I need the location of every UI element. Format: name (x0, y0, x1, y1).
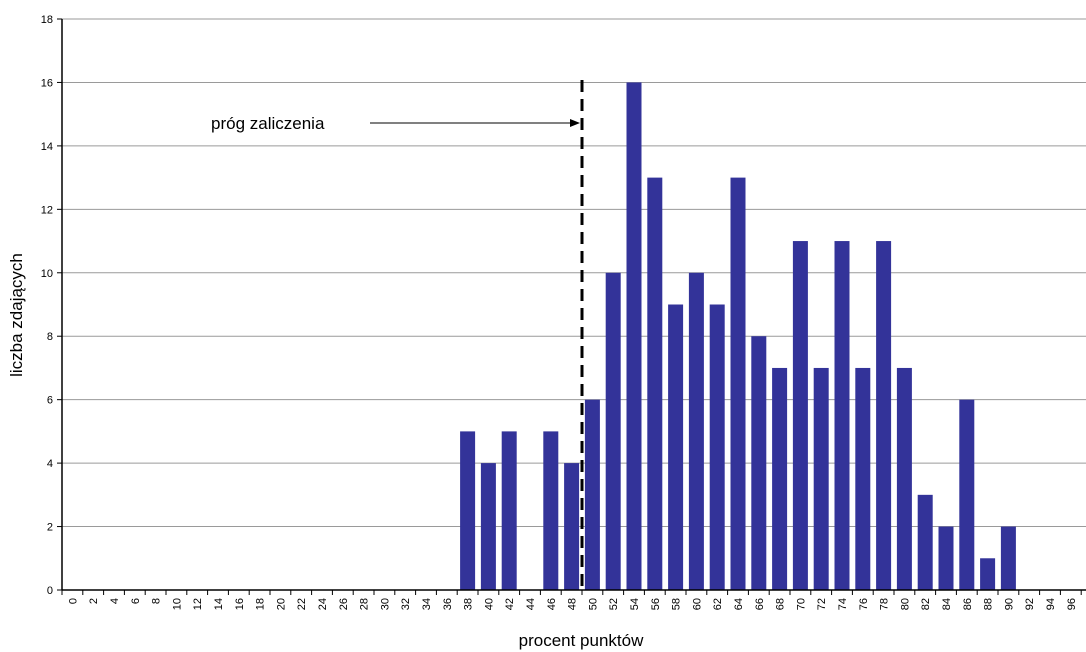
x-tick-label: 16 (234, 598, 246, 610)
y-tick-label: 0 (47, 585, 53, 597)
bar (980, 558, 996, 590)
x-tick-label: 76 (858, 598, 870, 610)
x-tick-label: 0 (67, 598, 79, 604)
bar (543, 431, 559, 590)
x-tick-label: 58 (671, 598, 683, 610)
bar (751, 336, 767, 590)
bar (626, 82, 642, 590)
x-tick-label: 66 (754, 598, 766, 610)
x-tick-label: 4 (109, 598, 121, 604)
bar (896, 367, 912, 590)
bar (668, 304, 684, 590)
x-tick-label: 56 (650, 598, 662, 610)
x-tick-label: 26 (338, 598, 350, 610)
x-tick-label: 72 (816, 598, 828, 610)
x-axis-label: procent punktów (518, 631, 644, 650)
x-tick-label: 44 (525, 598, 537, 610)
x-tick-label: 24 (317, 598, 329, 610)
x-tick-label: 18 (255, 598, 267, 610)
x-tick-label: 12 (192, 598, 204, 610)
x-tick-label: 6 (130, 598, 142, 604)
bar (834, 241, 850, 591)
x-tick-label: 42 (504, 598, 516, 610)
bar (772, 367, 788, 590)
x-tick-label: 30 (379, 598, 391, 610)
x-tick-label: 2 (88, 598, 100, 604)
x-tick-label: 94 (1045, 598, 1057, 610)
x-tick-label: 20 (275, 598, 287, 610)
bar (938, 526, 954, 590)
y-tick-label: 4 (47, 458, 53, 470)
x-tick-label: 54 (629, 598, 641, 610)
x-tick-label: 38 (463, 598, 475, 610)
x-tick-label: 50 (587, 598, 599, 610)
y-tick-label: 12 (41, 204, 53, 216)
x-tick-label: 60 (691, 598, 703, 610)
y-tick-label: 10 (41, 268, 53, 280)
x-tick-label: 90 (1003, 598, 1015, 610)
bar (917, 494, 933, 590)
bar (792, 241, 808, 591)
bar (959, 399, 975, 590)
x-tick-label: 14 (213, 598, 225, 610)
x-tick-label: 64 (733, 598, 745, 610)
x-tick-label: 46 (546, 598, 558, 610)
y-tick-label: 8 (47, 331, 53, 343)
x-tick-label: 80 (899, 598, 911, 610)
threshold-arrowhead (570, 119, 580, 127)
y-tick-label: 16 (41, 77, 53, 89)
bar (855, 367, 871, 590)
bar (1000, 526, 1016, 590)
bar (501, 431, 517, 590)
x-tick-label: 62 (712, 598, 724, 610)
bar (876, 241, 892, 591)
x-tick-label: 86 (962, 598, 974, 610)
bar (564, 463, 580, 590)
y-axis-label-wrap: liczba zdających (2, 253, 32, 377)
x-tick-label: 22 (296, 598, 308, 610)
y-tick-label: 14 (41, 141, 53, 153)
threshold-label: próg zaliczenia (211, 114, 325, 133)
x-tick-label: 88 (983, 598, 995, 610)
bar (605, 272, 621, 590)
x-tick-label: 84 (941, 598, 953, 610)
x-tick-label: 10 (171, 598, 183, 610)
x-tick-label: 92 (1024, 598, 1036, 610)
y-tick-label: 2 (47, 522, 53, 534)
x-tick-label: 34 (421, 598, 433, 610)
x-tick-label: 68 (775, 598, 787, 610)
bar (480, 463, 496, 590)
x-tick-label: 40 (483, 598, 495, 610)
x-tick-label: 70 (795, 598, 807, 610)
x-tick-label: 8 (151, 598, 163, 604)
y-tick-label: 18 (41, 14, 53, 26)
x-tick-label: 36 (442, 598, 454, 610)
y-tick-label: 6 (47, 395, 53, 407)
bar (647, 177, 663, 590)
bar (584, 399, 600, 590)
bar (460, 431, 476, 590)
bar (730, 177, 746, 590)
x-tick-label: 52 (608, 598, 620, 610)
y-axis-label: liczba zdających (7, 253, 26, 377)
x-tick-label: 78 (879, 598, 891, 610)
bar (688, 272, 704, 590)
x-tick-label: 28 (359, 598, 371, 610)
bar (813, 367, 829, 590)
bar (709, 304, 725, 590)
x-tick-label: 74 (837, 598, 849, 610)
x-tick-label: 82 (920, 598, 932, 610)
x-tick-label: 96 (1066, 598, 1078, 610)
x-tick-label: 32 (400, 598, 412, 610)
x-tick-label: 48 (567, 598, 579, 610)
